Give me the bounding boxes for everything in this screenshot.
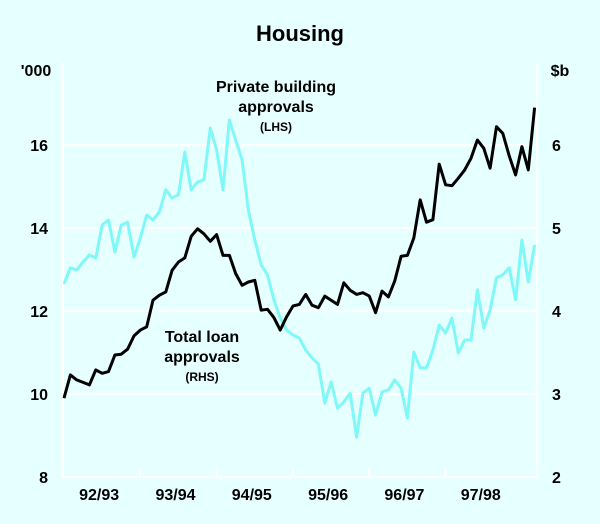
left-tick-label: 8: [39, 470, 48, 487]
series-label-loan-line1: Total loan: [165, 329, 239, 346]
x-tick-label: 93/94: [155, 487, 195, 504]
x-tick-label: 97/98: [461, 487, 501, 504]
x-tick-label: 92/93: [79, 487, 119, 504]
total-loan-approvals-line: [62, 107, 537, 399]
private-building-approvals-line: [62, 118, 537, 439]
series-axis-label-rhs: (RHS): [185, 370, 218, 384]
right-tick-label: 6: [552, 138, 561, 155]
left-tick-label: 12: [30, 304, 48, 321]
right-tick-label: 5: [552, 221, 561, 238]
x-tick-label: 94/95: [232, 487, 272, 504]
left-tick-label: 16: [30, 138, 48, 155]
series-label-private-line1: Private building: [216, 79, 336, 96]
left-tick-label: 14: [30, 221, 48, 238]
series-label-private-line2: approvals: [238, 99, 314, 116]
left-tick-label: 10: [30, 387, 48, 404]
right-axis-unit: $b: [551, 63, 570, 80]
left-axis-unit: '000: [21, 63, 52, 80]
right-tick-label: 4: [552, 304, 561, 321]
chart-title: Housing: [256, 21, 344, 46]
right-tick-label: 2: [552, 470, 561, 487]
x-tick-label: 96/97: [384, 487, 424, 504]
series-label-loan-line2: approvals: [164, 349, 240, 366]
x-tick-label: 95/96: [308, 487, 348, 504]
right-tick-label: 3: [552, 387, 561, 404]
series-axis-label-lhs: (LHS): [260, 120, 292, 134]
